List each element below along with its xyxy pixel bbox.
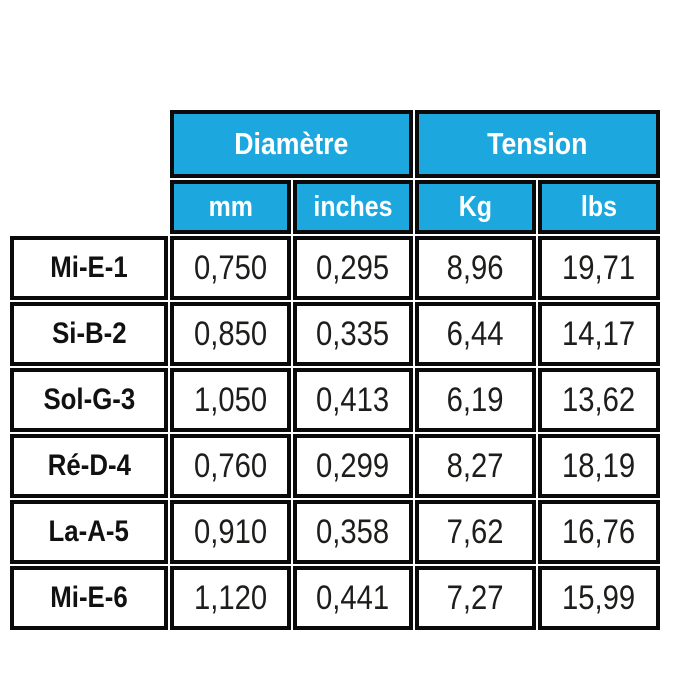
column-group-diametre: Diamètre — [170, 110, 413, 178]
cell-value: 15,99 — [562, 578, 636, 617]
column-header-kg: Kg — [415, 180, 536, 234]
cell-mi-e-1-lbs: 19,71 — [538, 236, 660, 300]
cell-mi-e-6-lbs: 15,99 — [538, 566, 660, 630]
cell-value: 0,850 — [193, 314, 268, 353]
row-label: Mi-E-1 — [50, 251, 128, 284]
row-label: Ré-D-4 — [47, 449, 131, 482]
cell-la-a-5-inches: 0,358 — [293, 500, 413, 564]
cell-value: 0,760 — [193, 446, 268, 485]
row-label: Mi-E-6 — [50, 581, 128, 614]
cell-mi-e-1-mm: 0,750 — [170, 236, 291, 300]
cell-sol-g-3-lbs: 13,62 — [538, 368, 660, 432]
cell-re-d-4-lbs: 18,19 — [538, 434, 660, 498]
row-header-re-d-4: Ré-D-4 — [10, 434, 168, 498]
row-header-mi-e-6: Mi-E-6 — [10, 566, 168, 630]
cell-si-b-2-inches: 0,335 — [293, 302, 413, 366]
cell-value: 16,76 — [562, 512, 636, 551]
cell-value: 6,19 — [447, 380, 504, 419]
column-header-label: Kg — [458, 190, 493, 223]
cell-mi-e-1-kg: 8,96 — [415, 236, 536, 300]
cell-re-d-4-mm: 0,760 — [170, 434, 291, 498]
cell-re-d-4-kg: 8,27 — [415, 434, 536, 498]
cell-value: 6,44 — [447, 314, 504, 353]
column-header-label: inches — [313, 190, 393, 223]
cell-value: 13,62 — [562, 380, 636, 419]
cell-value: 0,299 — [316, 446, 390, 485]
cell-value: 8,96 — [447, 248, 504, 287]
cell-value: 14,17 — [562, 314, 636, 353]
cell-mi-e-1-inches: 0,295 — [293, 236, 413, 300]
cell-value: 0,910 — [193, 512, 268, 551]
cell-re-d-4-inches: 0,299 — [293, 434, 413, 498]
cell-value: 0,441 — [316, 578, 390, 617]
cell-value: 18,19 — [562, 446, 636, 485]
cell-mi-e-6-mm: 1,120 — [170, 566, 291, 630]
column-header-mm: mm — [170, 180, 291, 234]
column-group-tension: Tension — [415, 110, 660, 178]
cell-value: 0,358 — [316, 512, 390, 551]
row-header-si-b-2: Si-B-2 — [10, 302, 168, 366]
cell-value: 0,335 — [316, 314, 390, 353]
column-header-label: mm — [208, 190, 253, 223]
cell-si-b-2-mm: 0,850 — [170, 302, 291, 366]
cell-si-b-2-lbs: 14,17 — [538, 302, 660, 366]
column-header-lbs: lbs — [538, 180, 660, 234]
column-group-label: Tension — [487, 126, 588, 161]
cell-value: 1,120 — [193, 578, 268, 617]
cell-value: 0,750 — [193, 248, 268, 287]
row-label: La-A-5 — [48, 515, 130, 548]
row-header-sol-g-3: Sol-G-3 — [10, 368, 168, 432]
table-corner-spacer — [10, 110, 168, 234]
string-spec-table: Diamètre Tension mm inches Kg lbs Mi-E-1… — [10, 110, 660, 630]
cell-value: 1,050 — [193, 380, 268, 419]
cell-value: 19,71 — [562, 248, 636, 287]
row-header-mi-e-1: Mi-E-1 — [10, 236, 168, 300]
cell-value: 0,413 — [316, 380, 390, 419]
cell-sol-g-3-mm: 1,050 — [170, 368, 291, 432]
cell-mi-e-6-inches: 0,441 — [293, 566, 413, 630]
cell-value: 7,27 — [447, 578, 504, 617]
cell-sol-g-3-inches: 0,413 — [293, 368, 413, 432]
column-header-label: lbs — [580, 190, 618, 223]
row-header-la-a-5: La-A-5 — [10, 500, 168, 564]
cell-value: 8,27 — [447, 446, 504, 485]
cell-value: 7,62 — [447, 512, 504, 551]
row-label: Si-B-2 — [51, 317, 127, 350]
column-group-label: Diamètre — [234, 126, 349, 161]
cell-value: 0,295 — [316, 248, 390, 287]
cell-la-a-5-mm: 0,910 — [170, 500, 291, 564]
column-header-inches: inches — [293, 180, 413, 234]
cell-mi-e-6-kg: 7,27 — [415, 566, 536, 630]
cell-si-b-2-kg: 6,44 — [415, 302, 536, 366]
cell-la-a-5-kg: 7,62 — [415, 500, 536, 564]
cell-sol-g-3-kg: 6,19 — [415, 368, 536, 432]
row-label: Sol-G-3 — [43, 383, 135, 416]
cell-la-a-5-lbs: 16,76 — [538, 500, 660, 564]
